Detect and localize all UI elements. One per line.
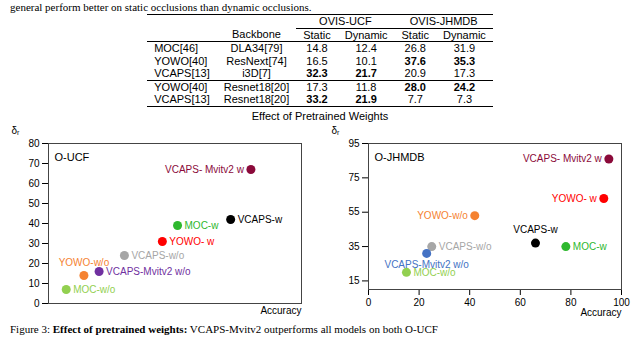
html-text:VCAPS[13]: VCAPS[13] — [154, 67, 210, 79]
html-text:24.2: 24.2 — [453, 80, 476, 93]
html-text:17.3: 17.3 — [306, 80, 328, 93]
svg-text:YOWO-w/o: YOWO-w/o — [417, 209, 468, 220]
svg-text:δᵣ: δᵣ — [11, 124, 20, 135]
svg-text:Accuracy: Accuracy — [580, 306, 621, 317]
html-text:28.0: 28.0 — [404, 80, 426, 93]
html-text:general perform better on stat: general perform better on static occlusi… — [10, 1, 312, 13]
html-text:33.2: 33.2 — [306, 93, 328, 105]
svg-text:55: 55 — [348, 206, 360, 217]
svg-text:80: 80 — [565, 296, 577, 307]
svg-text:20: 20 — [28, 257, 40, 268]
html-text:YOWO[40]: YOWO[40] — [154, 54, 208, 67]
svg-text:70: 70 — [28, 157, 40, 168]
html-text:21.7: 21.7 — [355, 67, 377, 79]
html-text:Effect of Pretrained Weights: Effect of Pretrained Weights — [251, 109, 389, 122]
svg-text:MOC-w: MOC-w — [572, 240, 607, 251]
svg-text:35: 35 — [348, 240, 360, 251]
html-text:12.4: 12.4 — [355, 42, 377, 54]
svg-text:80: 80 — [28, 137, 40, 148]
html-text:14.8: 14.8 — [306, 42, 328, 54]
svg-text:YOWO- w: YOWO- w — [551, 192, 597, 203]
svg-text:VCAPS- Mvitv2 w: VCAPS- Mvitv2 w — [164, 163, 244, 174]
html-text:ResNext[74]: ResNext[74] — [226, 54, 287, 67]
svg-text:YOWO- w: YOWO- w — [169, 235, 215, 246]
html-text:Resnet18[20]: Resnet18[20] — [223, 80, 290, 93]
svg-text:δᵣ: δᵣ — [331, 124, 340, 135]
svg-text:30: 30 — [28, 237, 40, 248]
svg-text:0: 0 — [33, 297, 39, 308]
html-text:Dynamic: Dynamic — [443, 28, 486, 41]
svg-text:VCAPS-Mvitv2 w/o: VCAPS-Mvitv2 w/o — [384, 258, 469, 269]
svg-text:VCAPS- Mvitv2 w: VCAPS- Mvitv2 w — [522, 153, 602, 164]
svg-text:MOC-w: MOC-w — [184, 219, 219, 230]
html-text:YOWO[40]: YOWO[40] — [154, 80, 208, 93]
svg-text:95: 95 — [348, 137, 360, 148]
html-text:MOC[46]: MOC[46] — [154, 42, 199, 54]
html-text:Resnet18[20]: Resnet18[20] — [223, 93, 290, 105]
html-text:OVIS-UCF: OVIS-UCF — [319, 15, 372, 27]
svg-text:60: 60 — [514, 296, 526, 307]
html-text:11.8: 11.8 — [355, 80, 377, 93]
html-text:Static: Static — [401, 28, 429, 41]
svg-text:VCAPS-w/o: VCAPS-w/o — [131, 249, 184, 260]
svg-text:VCAPS-w/o: VCAPS-w/o — [438, 240, 491, 251]
html-text:10.1: 10.1 — [355, 54, 377, 67]
svg-text:0: 0 — [365, 296, 371, 307]
html-text:17.3: 17.3 — [453, 67, 476, 79]
html-text:7.3: 7.3 — [456, 93, 473, 105]
html-text:20.9: 20.9 — [404, 67, 426, 79]
html-text:16.5: 16.5 — [306, 54, 328, 67]
html-text:37.6: 37.6 — [404, 54, 426, 67]
html-text:35.3: 35.3 — [453, 54, 476, 67]
svg-text:10: 10 — [28, 277, 40, 288]
svg-text:O-UCF: O-UCF — [54, 151, 89, 163]
svg-text:60: 60 — [28, 177, 40, 188]
svg-text:75: 75 — [348, 172, 360, 183]
html-text:Dynamic: Dynamic — [344, 28, 388, 41]
svg-text:20: 20 — [413, 296, 425, 307]
svg-text:O-JHMDB: O-JHMDB — [374, 151, 424, 163]
html-text:OVIS-JHMDB: OVIS-JHMDB — [409, 15, 478, 27]
svg-text:40: 40 — [464, 296, 476, 307]
html-text:Backbone: Backbone — [232, 28, 281, 41]
html-text:Static: Static — [303, 28, 331, 41]
html-text:i3D[7]: i3D[7] — [242, 67, 271, 79]
html-text:Figure 3: Effect of pretrained: Figure 3: Effect of pretrained weights: … — [10, 322, 438, 335]
svg-text:VCAPS-Mvitv2 w/o: VCAPS-Mvitv2 w/o — [106, 265, 191, 276]
svg-text:100: 100 — [612, 296, 630, 308]
svg-text:40: 40 — [28, 217, 40, 228]
svg-text:MOC-w/o: MOC-w/o — [73, 283, 116, 294]
svg-text:50: 50 — [28, 197, 40, 208]
html-text:31.9: 31.9 — [453, 42, 476, 54]
html-text:21.9: 21.9 — [355, 93, 377, 105]
svg-text:Accuracy: Accuracy — [260, 304, 301, 315]
svg-text:VCAPS-w: VCAPS-w — [513, 224, 558, 235]
svg-text:VCAPS-w: VCAPS-w — [237, 213, 282, 224]
html-text:32.3: 32.3 — [306, 67, 328, 79]
svg-text:YOWO-w/o: YOWO-w/o — [58, 256, 109, 267]
html-text:26.8: 26.8 — [404, 42, 426, 54]
svg-text:MOC-w/o: MOC-w/o — [413, 266, 456, 277]
html-text:VCAPS[13]: VCAPS[13] — [154, 93, 210, 105]
html-text:7.7: 7.7 — [407, 93, 423, 105]
svg-text:15: 15 — [348, 275, 360, 286]
html-text:DLA34[79]: DLA34[79] — [230, 42, 283, 54]
